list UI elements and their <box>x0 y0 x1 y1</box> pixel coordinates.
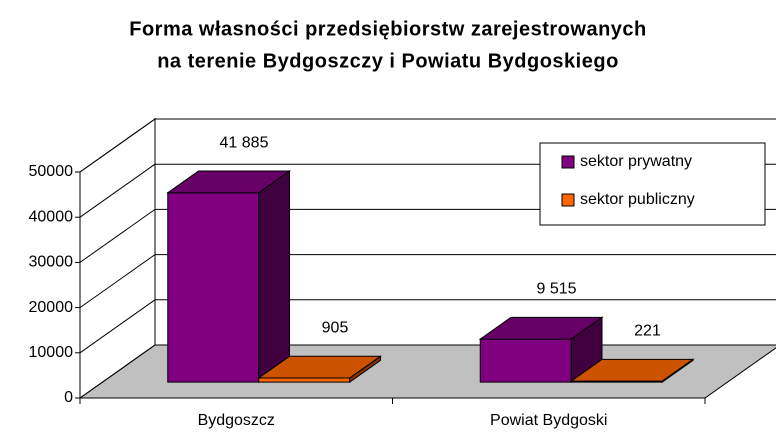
chart-title: na terenie Bydgoszczy i Powiatu Bydgoski… <box>157 50 619 72</box>
data-label: 221 <box>634 323 661 340</box>
bar-front <box>258 377 351 383</box>
bar-side <box>349 355 381 384</box>
grid-line <box>79 208 156 263</box>
y-tick-label: 30000 <box>29 254 74 271</box>
y-tick-label: 0 <box>64 389 73 406</box>
data-label: 905 <box>322 319 349 336</box>
grid-line <box>79 254 156 309</box>
chart-title: Forma własności przedsiębiorstw zarejest… <box>129 18 647 40</box>
y-tick-label: 40000 <box>29 208 74 225</box>
legend-box <box>539 142 766 226</box>
bar <box>257 355 383 384</box>
y-tick-label: 50000 <box>29 163 74 180</box>
bar <box>166 170 292 384</box>
data-label: 41 885 <box>220 134 269 151</box>
grid-line <box>79 118 156 173</box>
bar-side <box>661 358 694 384</box>
legend-label: sektor prywatny <box>580 153 692 170</box>
bar-side <box>258 170 290 384</box>
bar <box>478 316 604 384</box>
bar-front <box>167 192 260 383</box>
x-tick-label: Powiat Bydgoski <box>490 412 607 429</box>
y-tick-label: 20000 <box>29 299 74 316</box>
data-label: 9 515 <box>536 281 576 298</box>
legend-label: sektor publiczny <box>580 191 695 208</box>
grid-line <box>79 344 156 399</box>
grid-line <box>79 299 156 354</box>
x-tick-label: Bydgoszcz <box>198 412 275 429</box>
y-tick-label: 10000 <box>29 344 74 361</box>
bar-front <box>479 338 572 383</box>
bar <box>569 358 695 384</box>
grid-line <box>79 163 156 218</box>
legend-swatch <box>561 155 575 169</box>
legend-swatch <box>561 193 575 207</box>
